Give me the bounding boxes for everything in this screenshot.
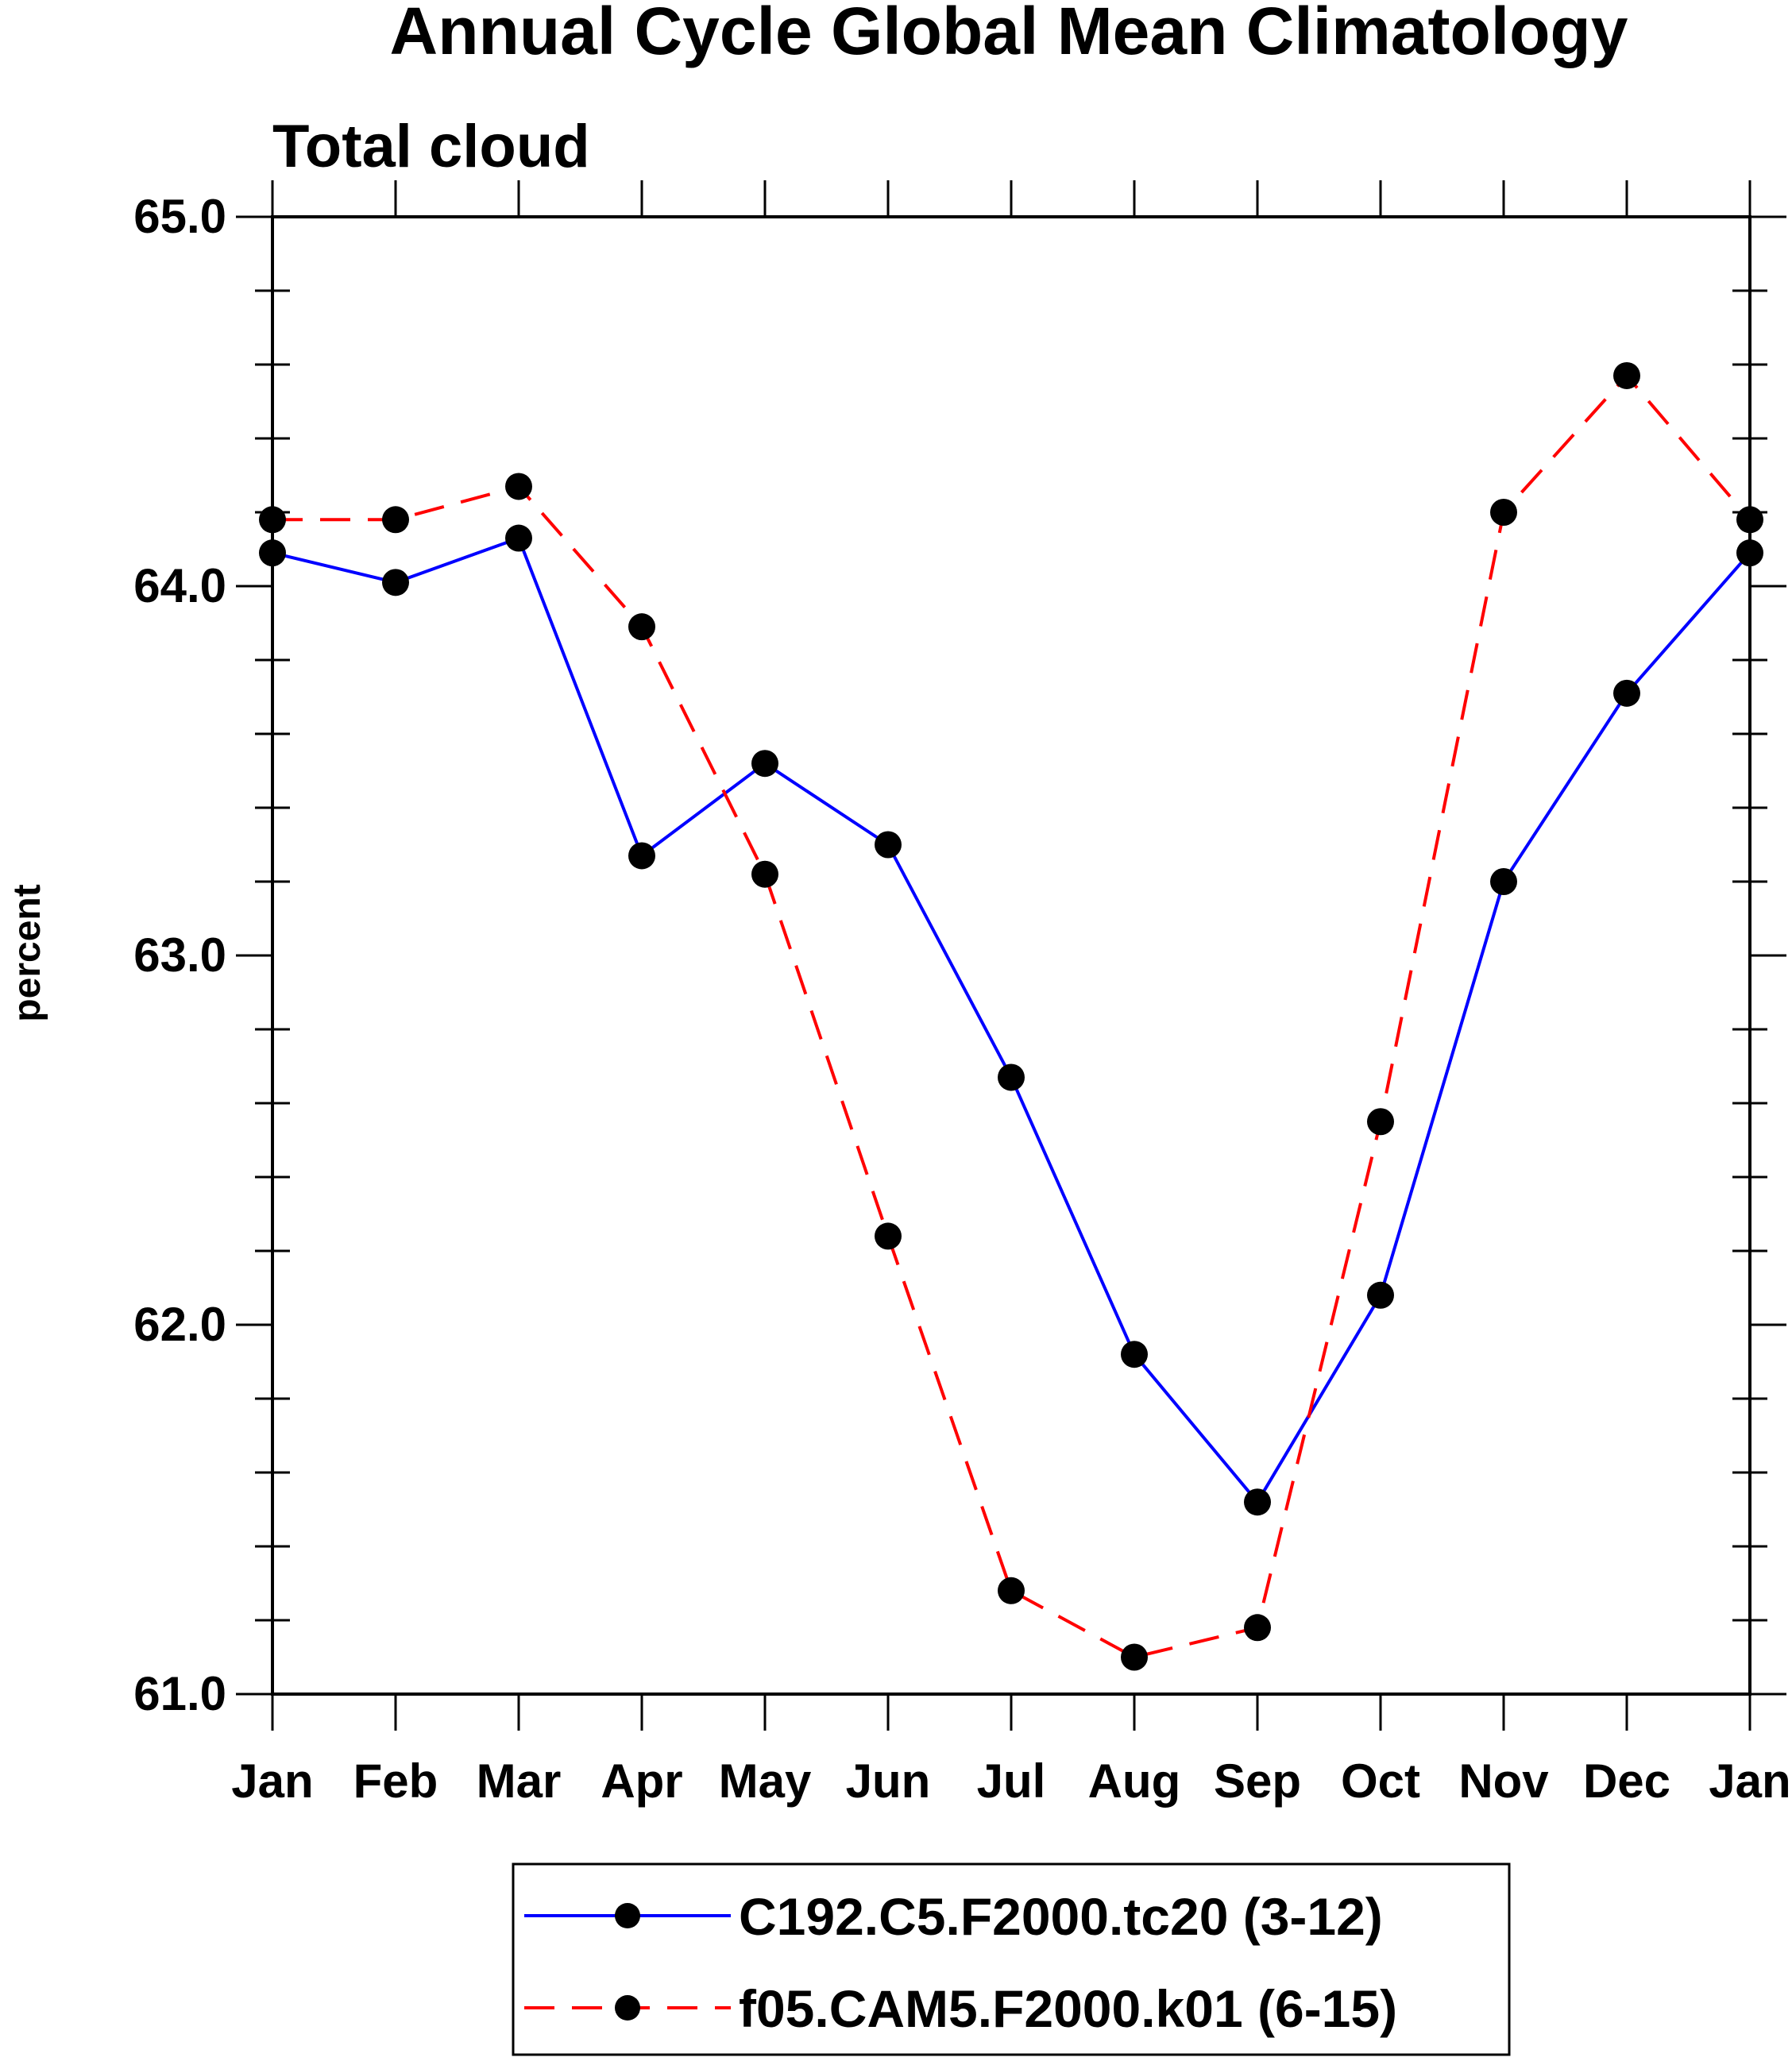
legend-marker-series-2 [615, 1995, 640, 2021]
legend: C192.C5.F2000.tc20 (3-12) f05.CAM5.F2000… [512, 1862, 1511, 2056]
x-tick-label: Feb [353, 1754, 438, 1808]
data-point-series-2 [1490, 499, 1517, 526]
x-tick-label: Aug [1088, 1754, 1181, 1808]
y-tick-label: 65.0 [133, 190, 226, 243]
data-point-series-1 [1490, 868, 1517, 895]
y-axis-ticks: 61.0 62.0 63.0 64.0 65.0 [133, 190, 1786, 1720]
x-axis-ticks: Jan Feb Mar Apr May Jun Jul Aug Sep Oct Nov Dec Jan [231, 180, 1791, 1808]
x-tick-label: Sep [1214, 1754, 1301, 1808]
data-point-series-2 [1121, 1643, 1148, 1671]
data-point-series-2 [382, 506, 409, 534]
x-tick-label: Mar [477, 1754, 562, 1808]
data-point-series-2 [875, 1222, 902, 1250]
chart-title: Annual Cycle Global Mean Climatology [390, 0, 1628, 68]
series-line-1 [272, 536, 1751, 1504]
chart-subtitle: Total cloud [272, 113, 590, 180]
legend-marker-series-1 [615, 1903, 640, 1928]
legend-box [512, 1862, 1511, 2056]
data-point-series-1 [1121, 1341, 1148, 1368]
series-line-2 [272, 374, 1751, 1659]
data-point-series-1 [751, 750, 778, 778]
data-point-series-1 [628, 842, 655, 870]
y-tick-label: 64.0 [133, 559, 226, 612]
data-point-series-2 [1367, 1108, 1394, 1136]
x-tick-label: Jan [231, 1754, 313, 1808]
x-tick-label: Jan [1709, 1754, 1790, 1808]
data-point-series-1 [382, 569, 409, 596]
data-point-series-1 [875, 831, 902, 859]
x-tick-label: May [719, 1754, 812, 1808]
y-tick-label: 62.0 [133, 1298, 226, 1351]
data-point-series-1 [1613, 679, 1640, 707]
data-point-series-1 [998, 1063, 1025, 1091]
legend-label-series-2: f05.CAM5.F2000.k01 (6-15) [739, 1979, 1397, 2038]
data-point-series-2 [505, 473, 532, 500]
data-point-series-1 [505, 524, 532, 552]
data-point-series-2 [1736, 506, 1763, 534]
x-tick-label: Nov [1458, 1754, 1549, 1808]
plot-frame [271, 215, 1751, 1696]
data-point-series-1 [1244, 1488, 1271, 1516]
x-tick-label: Jun [846, 1754, 931, 1808]
data-point-series-1 [1736, 539, 1763, 567]
x-tick-label: Dec [1583, 1754, 1670, 1808]
data-point-series-2 [1613, 361, 1640, 389]
x-tick-label: Oct [1341, 1754, 1420, 1808]
x-tick-label: Jul [977, 1754, 1046, 1808]
x-tick-label: Apr [601, 1754, 682, 1808]
data-point-series-2 [259, 506, 286, 534]
legend-label-series-1: C192.C5.F2000.tc20 (3-12) [739, 1887, 1383, 1946]
series-layer [259, 361, 1763, 1671]
data-point-series-2 [1244, 1614, 1271, 1642]
y-axis-label: percent [6, 884, 48, 1021]
data-point-series-1 [1367, 1281, 1394, 1309]
data-point-series-2 [628, 613, 655, 641]
y-tick-label: 61.0 [133, 1667, 226, 1720]
data-point-series-2 [751, 860, 778, 888]
data-point-series-2 [998, 1577, 1025, 1604]
data-point-series-1 [259, 539, 286, 567]
y-tick-label: 63.0 [133, 928, 226, 982]
